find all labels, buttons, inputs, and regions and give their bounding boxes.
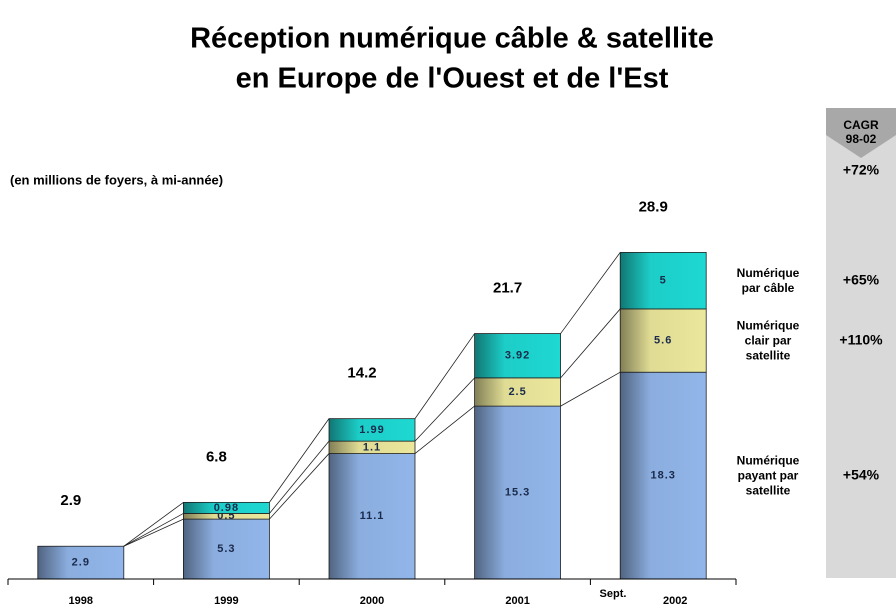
x-tick-label: 2000: [360, 595, 384, 607]
x-tick-label: 2001: [505, 595, 529, 607]
connector: [123, 513, 184, 547]
bar-shade: [620, 252, 707, 309]
data-label: 11.1: [360, 510, 385, 522]
bar-shade: [37, 546, 124, 579]
data-label: 3.92: [505, 350, 530, 362]
data-label: 15.3: [505, 486, 530, 498]
data-label: 5.6: [654, 334, 672, 346]
connector: [414, 405, 475, 454]
bar-shade: [474, 377, 561, 407]
data-label: 2.5: [508, 386, 526, 398]
cagr-header: [826, 108, 896, 158]
cagr-title: CAGR 98-02: [843, 118, 879, 146]
data-label: 5: [660, 275, 667, 287]
cagr-panel: [826, 108, 896, 578]
subtitle: (en millions de foyers, à mi-année): [10, 172, 223, 187]
bar-shade: [620, 372, 707, 579]
total-label: 21.7: [493, 280, 522, 297]
connector: [560, 371, 621, 407]
chart-title: Réception numérique câble & satellite: [190, 23, 714, 55]
connector: [123, 518, 184, 547]
bar-shade: [183, 502, 270, 514]
cagr-total: +72%: [843, 162, 880, 178]
bar-shade: [620, 308, 707, 373]
data-label: 0.98: [214, 502, 239, 514]
data-label: 18.3: [650, 470, 675, 482]
bar-shade: [474, 333, 561, 378]
bar-shade: [183, 513, 270, 520]
bar-shade: [329, 441, 415, 454]
total-label: 6.8: [206, 448, 227, 465]
connector: [269, 453, 330, 520]
chart-title: en Europe de l'Ouest et de l'Est: [236, 63, 669, 95]
connector: [269, 418, 330, 503]
cagr-value: +65%: [843, 271, 880, 287]
total-label: 2.9: [60, 492, 81, 509]
x-tick-label: 1999: [214, 595, 238, 607]
total-label: 28.9: [639, 198, 668, 215]
x-tick-label: 1998: [69, 595, 93, 607]
bar-shade: [474, 406, 561, 579]
x-tick-label: 2002: [663, 595, 687, 607]
total-label: 14.2: [347, 365, 376, 382]
bar-shade: [183, 519, 270, 579]
legend-label: Numérique par câble: [736, 265, 800, 295]
connector: [560, 308, 621, 379]
cagr-value: +54%: [843, 466, 880, 482]
legend-label: Numérique clair par satellite: [736, 318, 800, 363]
data-label: 1.99: [359, 424, 384, 436]
data-label: 2.9: [72, 557, 90, 569]
bar-shade: [329, 418, 415, 442]
bar-shade: [329, 453, 415, 579]
legend-label: Numérique payant par satellite: [736, 453, 800, 498]
data-label: 5.3: [217, 543, 235, 555]
connector: [560, 252, 621, 334]
connector: [269, 440, 330, 514]
cagr-value: +110%: [839, 331, 883, 347]
connector: [414, 333, 475, 419]
connector: [123, 502, 184, 547]
data-label: 1.1: [363, 441, 381, 453]
connector: [414, 377, 475, 442]
category-note: Sept.: [600, 588, 627, 600]
